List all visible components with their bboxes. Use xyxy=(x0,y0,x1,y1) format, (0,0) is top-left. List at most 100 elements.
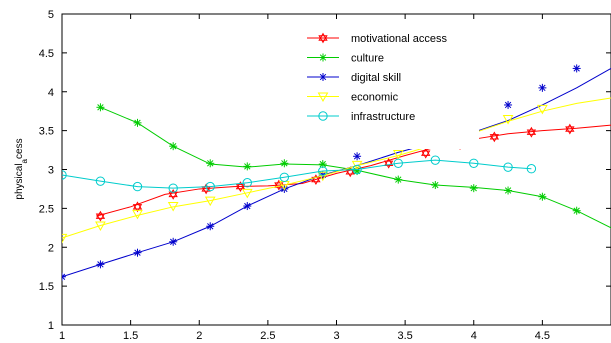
data-point-digital-skill xyxy=(572,64,581,73)
y-axis-label-main: physical xyxy=(14,163,25,199)
y-tick-label: 3 xyxy=(48,165,54,177)
y-tick-label: 5 xyxy=(48,9,54,21)
legend-label-economic: economic xyxy=(351,92,399,104)
y-tick-label: 1.5 xyxy=(39,281,54,293)
y-tick-label: 2 xyxy=(48,242,54,254)
y-tick-label: 2.5 xyxy=(39,203,54,215)
x-tick-label: 2 xyxy=(196,330,202,342)
data-point-motivational-access-tri-up xyxy=(95,210,106,219)
data-point-motivational-access xyxy=(235,181,246,193)
data-point-motivational-access-tri-up xyxy=(526,126,537,135)
legend-label-culture: culture xyxy=(351,53,384,65)
x-tick-label: 4.5 xyxy=(535,330,550,342)
x-tick-label: 1 xyxy=(59,330,65,342)
data-point-culture-stroke xyxy=(395,176,402,183)
y-tick-label: 3.5 xyxy=(39,126,54,138)
series-layer xyxy=(62,64,611,281)
ticks-layer: 1 1.5 2 2.5 3 3.5 4 4.5 1 1.5 2 2.5 3 3.5 4 4.5 5 xyxy=(39,9,611,342)
data-point-infrastructure xyxy=(318,166,328,176)
data-point-infrastructure xyxy=(469,158,479,168)
data-point-motivational-access xyxy=(95,210,106,222)
data-point-motivational-access xyxy=(526,126,537,138)
data-point-culture xyxy=(280,159,289,168)
data-point-culture xyxy=(431,181,440,190)
data-point-culture xyxy=(394,175,403,184)
data-point-economic xyxy=(62,233,68,244)
y-tick-label: 4.5 xyxy=(39,48,54,60)
series-line-infrastructure xyxy=(62,159,532,189)
data-point-infrastructure xyxy=(242,178,252,188)
data-point-culture xyxy=(538,192,547,201)
data-point-motivational-access-tri-down xyxy=(526,129,537,138)
legend-marker-culture xyxy=(319,53,327,62)
data-point-culture-stroke xyxy=(432,181,439,189)
data-point-economic xyxy=(241,188,253,199)
data-point-motivational-access xyxy=(565,123,575,135)
data-point-culture xyxy=(243,162,252,171)
legend: motivational access culture digital skill e… xyxy=(301,27,479,149)
data-point-digital-skill xyxy=(96,260,105,269)
data-point-infrastructure xyxy=(62,170,67,180)
x-tick-label: 2.5 xyxy=(260,330,275,342)
legend-label-digital-skill: digital skill xyxy=(351,72,401,84)
data-point-culture-stroke xyxy=(244,163,251,170)
data-point-motivational-access-tri-down xyxy=(489,134,500,143)
data-point-digital-skill-stroke xyxy=(169,238,177,245)
data-point-digital-skill xyxy=(206,222,215,231)
legend-label-infrastructure: infrastructure xyxy=(351,111,415,123)
data-point-digital-skill-stroke xyxy=(244,202,251,210)
data-point-culture xyxy=(206,159,215,168)
data-point-culture-stroke xyxy=(207,160,214,167)
data-point-infrastructure xyxy=(526,164,537,174)
data-point-motivational-access-tri-down xyxy=(421,150,431,159)
data-point-digital-skill xyxy=(243,202,252,211)
data-point-motivational-access xyxy=(489,131,500,143)
series-infrastructure xyxy=(62,155,537,193)
legend-marker-culture-stroke xyxy=(319,54,327,61)
data-point-culture xyxy=(504,186,513,195)
data-point-culture xyxy=(572,206,581,215)
data-point-infrastructure xyxy=(352,164,362,175)
data-point-economic xyxy=(167,202,179,212)
data-point-infrastructure xyxy=(95,176,106,186)
data-point-motivational-access-tri-up xyxy=(168,188,178,198)
data-point-infrastructure xyxy=(168,183,178,193)
legend-marker-economic xyxy=(317,92,329,103)
legend-marker-digital-skill-stroke xyxy=(319,73,327,81)
data-point-digital-skill-stroke xyxy=(134,249,141,256)
data-point-motivational-access-tri-down xyxy=(95,213,106,222)
legend-label-motivational-access: motivational access xyxy=(351,33,447,45)
data-point-motivational-access-tri-up xyxy=(345,166,355,175)
data-point-digital-skill-stroke xyxy=(62,273,66,278)
data-point-digital-skill xyxy=(62,272,66,281)
data-point-economic xyxy=(204,196,216,207)
legend-marker-infrastructure xyxy=(318,111,328,121)
data-point-culture xyxy=(96,103,105,112)
data-point-digital-skill-stroke xyxy=(504,101,512,109)
data-point-infrastructure xyxy=(503,162,513,172)
data-point-infrastructure xyxy=(279,172,290,182)
data-point-economic xyxy=(317,171,329,182)
data-point-infrastructure xyxy=(393,158,403,168)
legend-item-economic: economic xyxy=(307,92,399,104)
data-point-motivational-access-tri-down xyxy=(235,183,246,193)
y-axis-label-suffix: cess xyxy=(14,138,25,159)
y-tick-label: 1 xyxy=(48,320,54,332)
data-point-culture xyxy=(133,118,142,127)
legend-marker-motivational-access-tri-down xyxy=(318,35,328,44)
legend-item-infrastructure: infrastructure xyxy=(307,111,415,123)
data-point-culture xyxy=(469,184,478,193)
legend-item-digital-skill: digital skill xyxy=(307,72,401,84)
data-point-digital-skill xyxy=(504,100,513,109)
data-point-digital-skill-stroke xyxy=(353,153,361,160)
y-axis-label: physicalacess xyxy=(14,138,29,199)
data-point-infrastructure xyxy=(430,155,441,165)
data-point-economic xyxy=(392,149,404,160)
legend-box xyxy=(301,27,479,149)
data-point-motivational-access xyxy=(421,147,431,159)
data-point-digital-skill-stroke xyxy=(573,65,580,72)
legend-item-motivational-access: motivational access xyxy=(307,32,447,45)
x-tick-label: 1.5 xyxy=(123,330,138,342)
data-point-digital-skill-stroke xyxy=(97,261,104,268)
data-point-culture-stroke xyxy=(281,160,288,167)
